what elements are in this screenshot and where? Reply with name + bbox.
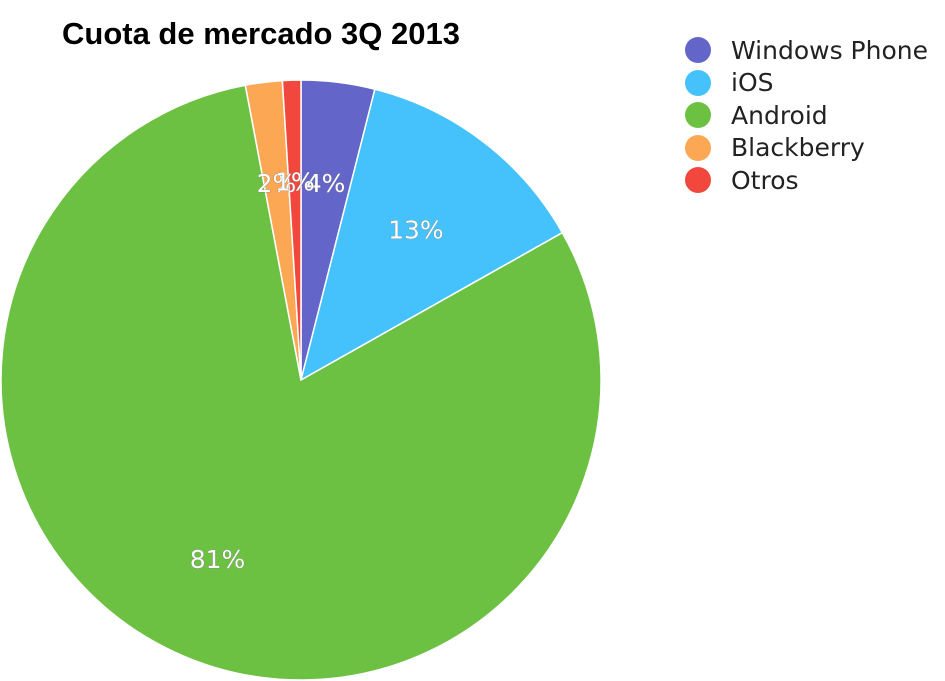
legend-label: Blackberry bbox=[731, 133, 865, 163]
slice-label-windows-phone: 4% bbox=[306, 169, 346, 198]
slice-label-blackberry: 2% bbox=[257, 169, 297, 198]
legend-swatch bbox=[685, 69, 711, 96]
legend-swatch bbox=[685, 37, 711, 64]
slice-label-otros: 1% bbox=[275, 168, 315, 197]
slice-label-ios: 13% bbox=[388, 215, 444, 244]
legend-item-ios: iOS bbox=[685, 67, 928, 100]
pie-slice-otros bbox=[281, 79, 302, 381]
slice-label-android: 81% bbox=[190, 545, 246, 574]
legend-swatch bbox=[685, 102, 711, 129]
legend-swatch bbox=[685, 167, 711, 194]
chart-title: Cuota de mercado 3Q 2013 bbox=[62, 16, 460, 51]
legend: Windows Phone iOS Android Blackberry Otros bbox=[685, 34, 928, 197]
pie-slice-ios bbox=[299, 88, 564, 382]
legend-item-otros: Otros bbox=[685, 164, 928, 197]
legend-swatch bbox=[685, 134, 711, 161]
legend-label: iOS bbox=[731, 68, 774, 98]
legend-item-blackberry: Blackberry bbox=[685, 132, 928, 165]
pie-labels: 4% 13% 81% 2%1% bbox=[189, 167, 444, 574]
legend-label: Otros bbox=[731, 165, 799, 195]
pie-slice-android bbox=[0, 84, 602, 681]
pie-slices bbox=[0, 79, 602, 681]
legend-item-android: Android bbox=[685, 99, 928, 132]
legend-label: Android bbox=[731, 100, 828, 130]
legend-label: Windows Phone bbox=[731, 35, 928, 65]
legend-item-windows-phone: Windows Phone bbox=[685, 34, 928, 67]
